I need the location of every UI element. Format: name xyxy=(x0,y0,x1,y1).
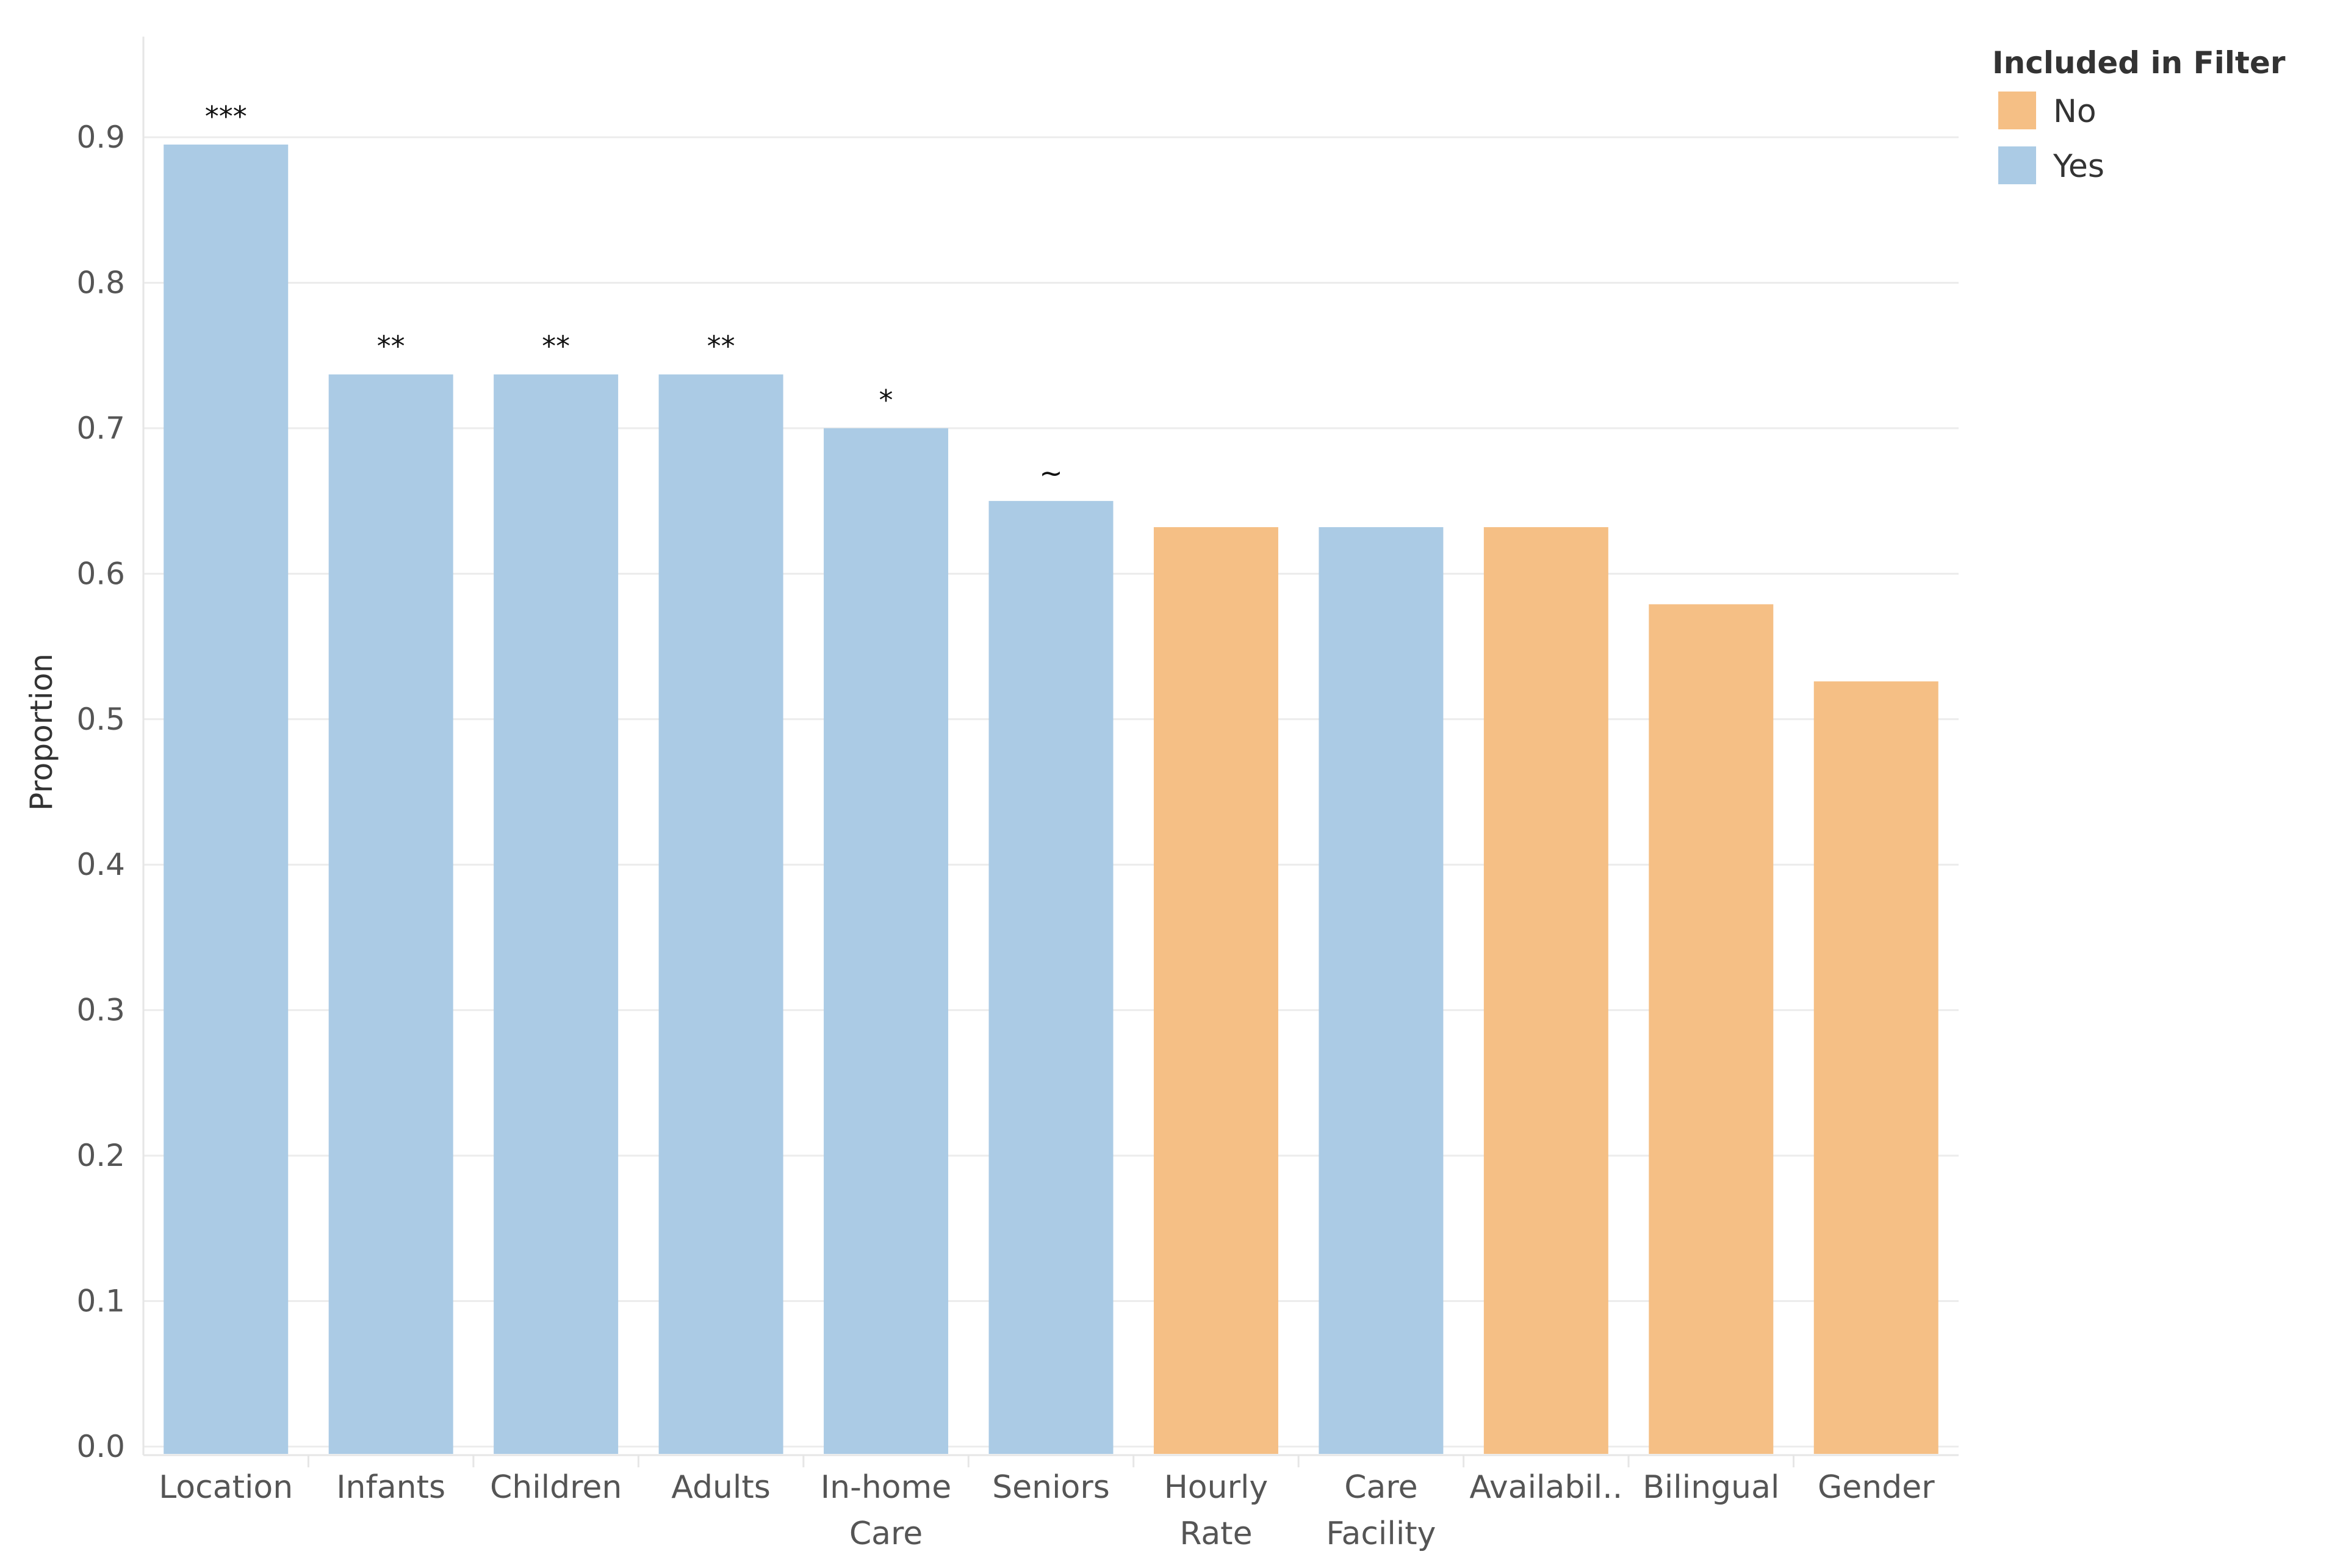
significance-label: ** xyxy=(377,330,405,363)
bar[interactable] xyxy=(988,501,1114,1454)
y-tick-label: 0.2 xyxy=(76,1138,125,1173)
bar[interactable] xyxy=(1649,604,1774,1454)
x-category-label: Facility xyxy=(1326,1516,1436,1552)
bar[interactable] xyxy=(164,144,289,1455)
x-category-label: Rate xyxy=(1179,1516,1252,1552)
y-tick-label: 0.6 xyxy=(76,556,125,591)
significance-label: * xyxy=(879,384,893,417)
bar[interactable] xyxy=(494,374,619,1454)
y-tick-label: 0.1 xyxy=(76,1284,125,1319)
x-category-label: Hourly xyxy=(1164,1469,1268,1506)
y-tick-label: 0.5 xyxy=(76,702,125,737)
y-tick-label: 0.8 xyxy=(76,265,125,300)
x-category-label: Care xyxy=(1344,1469,1417,1506)
bar[interactable] xyxy=(1319,527,1444,1454)
x-category-label: Infants xyxy=(336,1469,445,1506)
bar[interactable] xyxy=(1483,527,1608,1454)
legend-title: Included in Filter xyxy=(1992,45,2286,81)
y-tick-label: 0.9 xyxy=(76,120,125,155)
bar[interactable] xyxy=(1153,527,1278,1454)
significance-label: ** xyxy=(542,330,570,363)
x-category-label: Seniors xyxy=(992,1469,1110,1506)
significance-label: ~ xyxy=(1039,456,1063,489)
legend-label: Yes xyxy=(2053,148,2104,185)
x-category-label: Adults xyxy=(671,1469,771,1506)
y-tick-label: 0.4 xyxy=(76,847,125,882)
x-category-label: Availabil.. xyxy=(1469,1469,1622,1506)
bar[interactable] xyxy=(658,374,783,1454)
y-tick-label: 0.7 xyxy=(76,411,125,446)
y-tick-label: 0.3 xyxy=(76,993,125,1028)
y-axis-title: Proportion xyxy=(24,653,59,811)
y-tick-label: 0.0 xyxy=(76,1429,125,1464)
x-category-label: Gender xyxy=(1818,1469,1935,1506)
legend-swatch xyxy=(1998,146,2036,184)
significance-label: ** xyxy=(707,330,735,363)
x-category-label: Children xyxy=(490,1469,622,1506)
legend-swatch xyxy=(1998,92,2036,129)
x-category-label: Bilingual xyxy=(1643,1469,1779,1506)
bar[interactable] xyxy=(328,374,453,1454)
x-category-label: Location xyxy=(159,1469,293,1506)
legend-label: No xyxy=(2053,93,2096,130)
significance-label: *** xyxy=(205,100,247,133)
x-category-label: In-home xyxy=(821,1469,951,1506)
bar[interactable] xyxy=(824,428,949,1454)
x-category-label: Care xyxy=(849,1516,923,1552)
bar[interactable] xyxy=(1813,681,1938,1454)
